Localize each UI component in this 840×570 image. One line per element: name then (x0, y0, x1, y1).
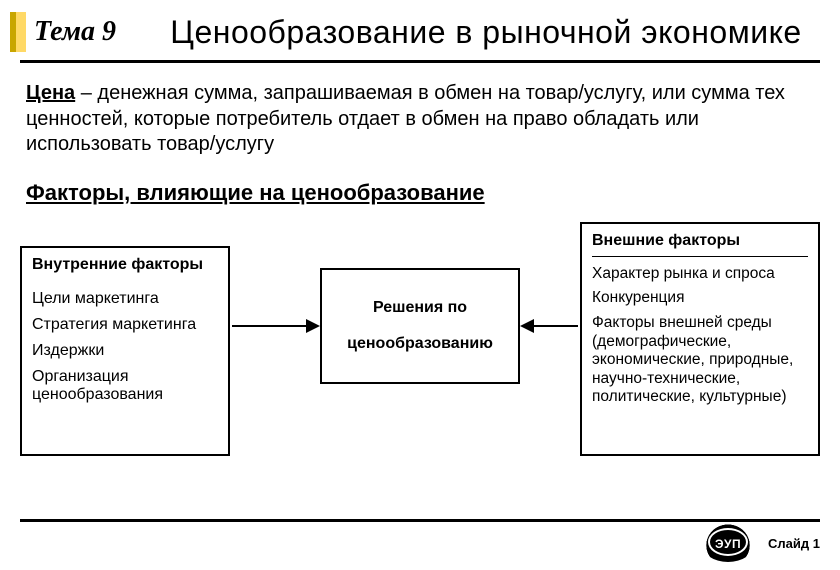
logo-text: ЭУП (702, 537, 754, 551)
topic-box: Тема 9 (10, 10, 126, 54)
slide-number: Слайд 1 (768, 536, 820, 551)
arrow-head-left-icon (520, 319, 534, 333)
definition-text: – денежная сумма, запрашиваемая в обмен … (26, 82, 785, 155)
decisions-line1: Решения по (326, 299, 514, 317)
internal-factor-item: Стратегия маркетинга (32, 316, 218, 334)
page-title: Ценообразование в рыночной экономике (152, 14, 820, 51)
definition-block: Цена – денежная сумма, запрашиваемая в о… (0, 63, 840, 158)
decisions-line2: ценообразованию (326, 335, 514, 353)
definition-term: Цена (26, 82, 75, 104)
arrow-head-right-icon (306, 319, 320, 333)
arrow-left-to-center (232, 325, 306, 327)
topic-number: Тема 9 (28, 10, 126, 54)
yellow-accent-bar (10, 12, 26, 52)
external-factors-title: Внешние факторы (592, 232, 808, 257)
external-factors-box: Внешние факторы Характер рынка и спроса … (580, 222, 820, 456)
internal-factors-box: Внутренние факторы Цели маркетинга Страт… (20, 246, 230, 456)
external-factor-item: Факторы внешней среды (демографические, … (592, 314, 808, 407)
external-factor-item: Конкуренция (592, 289, 808, 308)
decisions-box: Решения по ценообразованию (320, 268, 520, 384)
internal-factor-item: Организация ценообразования (32, 368, 218, 404)
footer: ЭУП Слайд 1 (20, 519, 820, 562)
factors-heading: Факторы, влияющие на ценообразование (0, 158, 840, 206)
logo-badge: ЭУП (702, 524, 754, 562)
internal-factors-title: Внутренние факторы (32, 256, 218, 280)
factors-diagram: Внутренние факторы Цели маркетинга Страт… (20, 222, 820, 460)
arrow-right-to-center (534, 325, 578, 327)
internal-factor-item: Цели маркетинга (32, 290, 218, 308)
internal-factor-item: Издержки (32, 342, 218, 360)
header: Тема 9 Ценообразование в рыночной эконом… (0, 0, 840, 54)
external-factor-item: Характер рынка и спроса (592, 265, 808, 284)
